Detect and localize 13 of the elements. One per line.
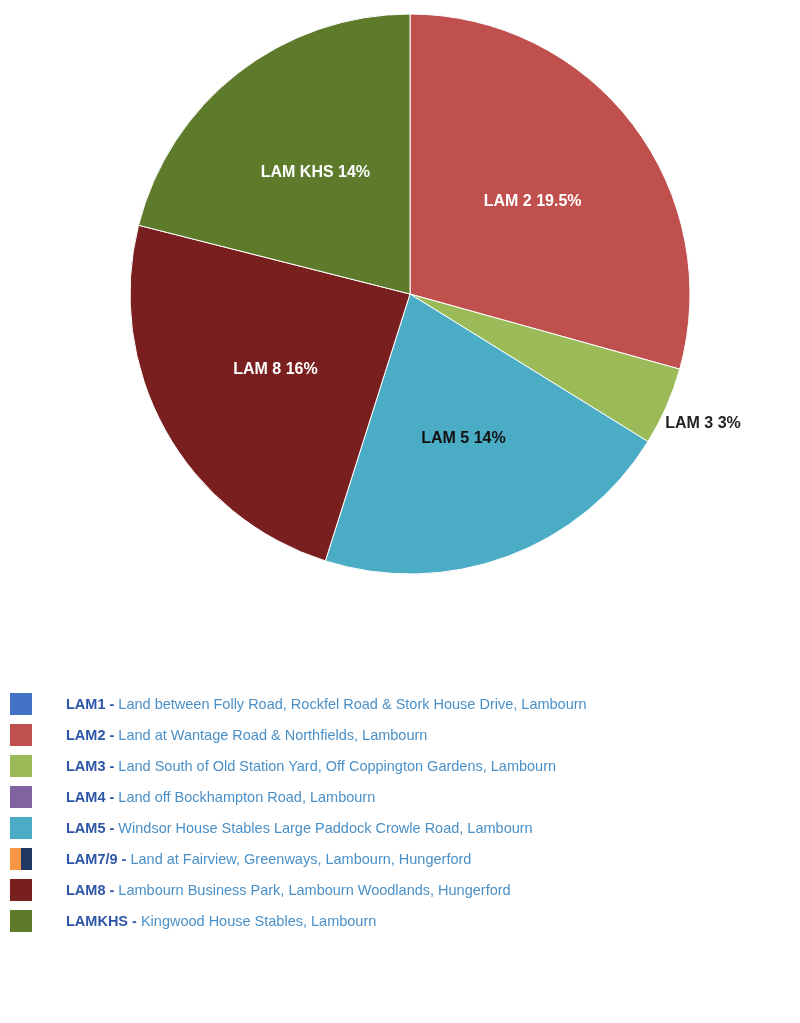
text: LAM5 - Windsor House Stables Large Paddock Crowle Road, Lambourn [66, 819, 533, 836]
text: LAM1 - Land between Folly Road, Rockfel Road & Stork House Drive, Lambourn [66, 695, 587, 712]
slice-label: LAM 3 3% [665, 413, 741, 431]
text: LAM8 - Lambourn Business Park, Lambourn Woodlands, Hungerford [66, 881, 511, 898]
slice-label: LAM 5 14% [421, 429, 506, 447]
text: LAM7/9 - Land at Fairview, Greenways, Lambourn, Hungerford [66, 850, 472, 867]
slice-label: LAM 8 16% [233, 359, 318, 377]
text: LAMKHS - Kingwood House Stables, Lambourn [66, 912, 377, 929]
text: LAM4 - Land off Bockhampton Road, Lambourn [66, 788, 376, 805]
text: LAM3 - Land South of Old Station Yard, Off Coppington Gardens, Lambourn [66, 757, 557, 774]
text: LAM2 - Land at Wantage Road & Northfields, Lambourn [66, 726, 428, 743]
slice-label: LAM KHS 14% [260, 163, 371, 181]
slice-label: LAM 2 19.5% [483, 191, 582, 209]
